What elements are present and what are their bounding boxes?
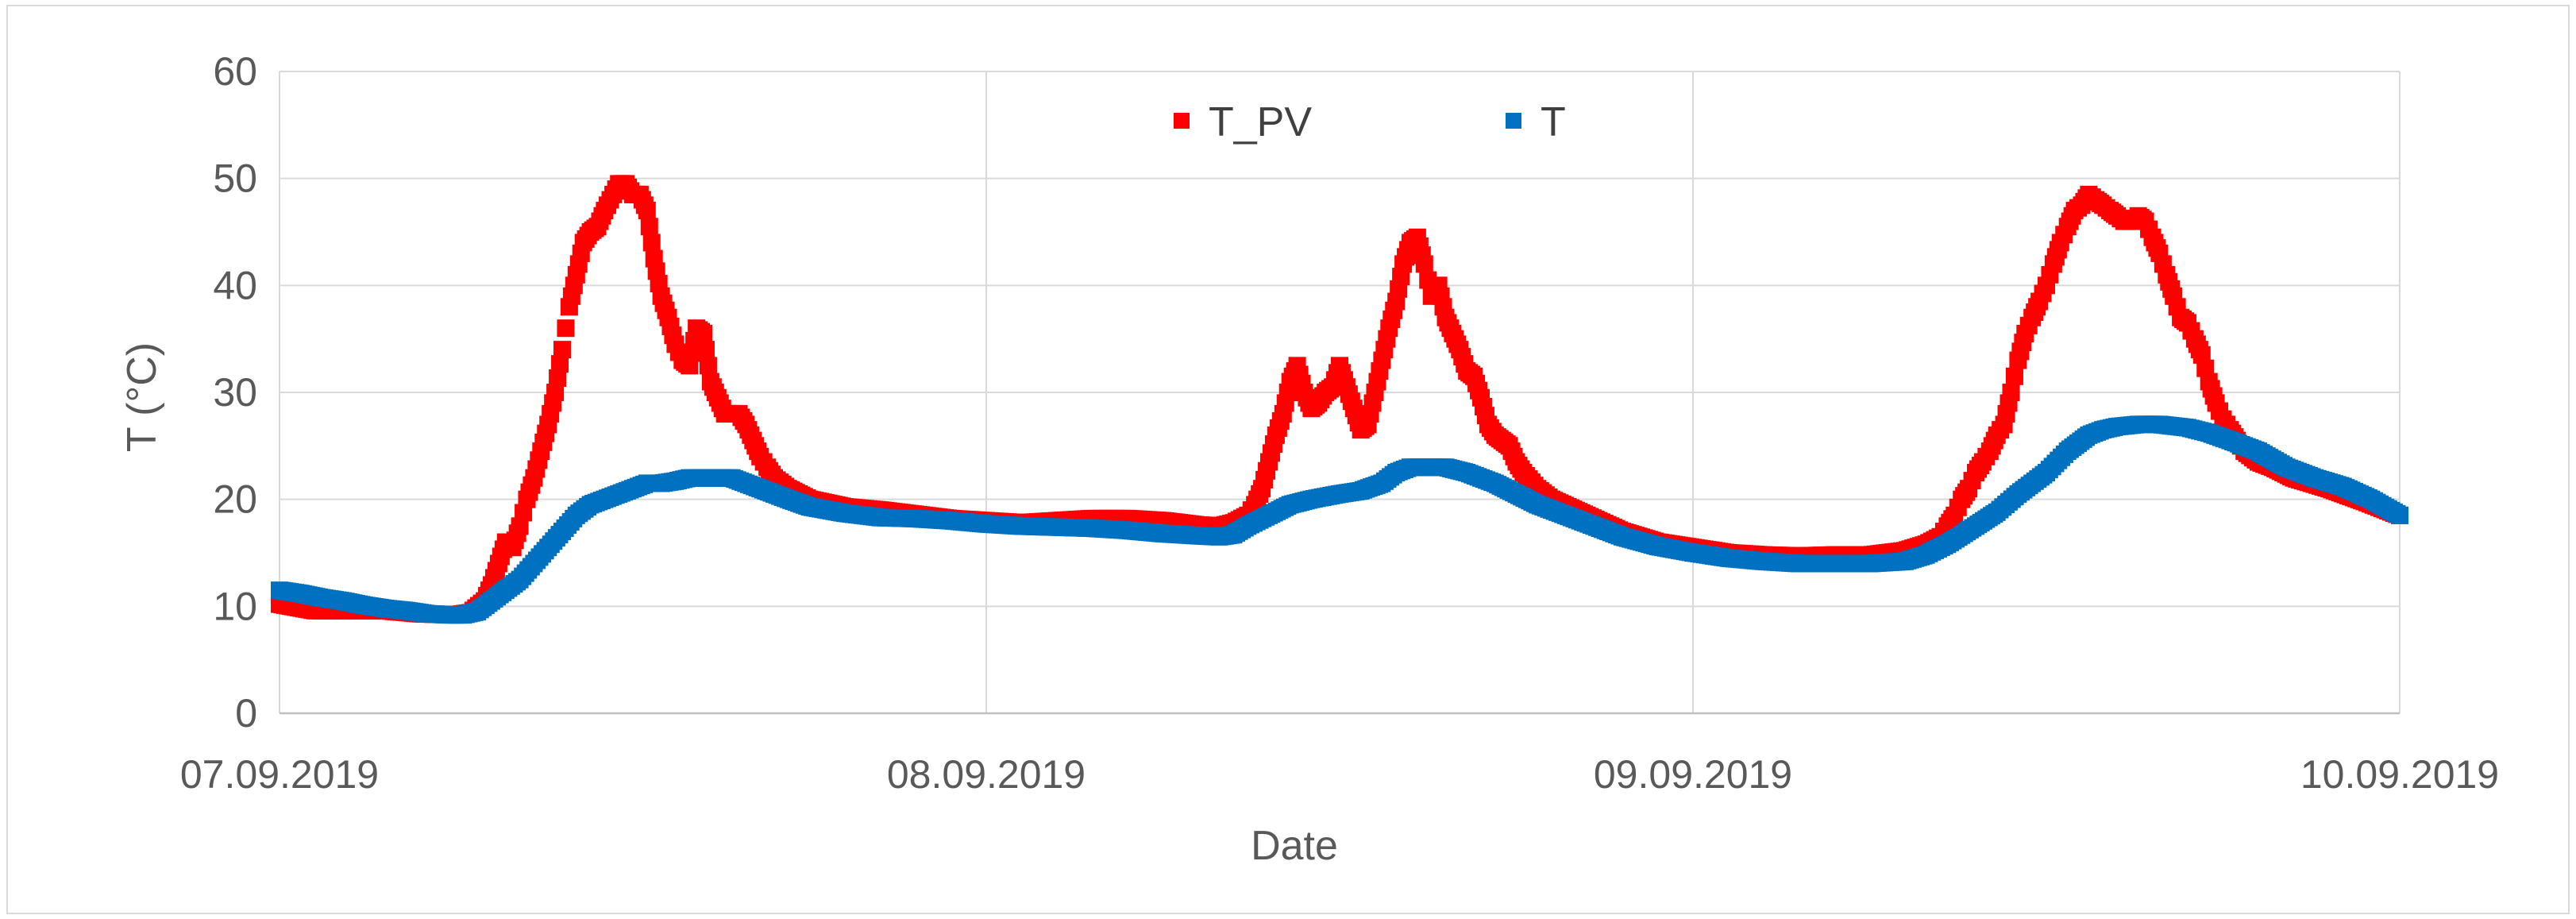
point-t-759 (2391, 506, 2408, 524)
legend: T_PV T (1174, 99, 1566, 145)
point-t-pv-163 (696, 341, 715, 359)
x-tick-label-1: 08.09.2019 (887, 752, 1086, 797)
point-t-pv-140 (640, 218, 658, 236)
series-t (271, 415, 2408, 624)
point-t-pv-436 (1415, 255, 1433, 273)
legend-label-t: T (1541, 99, 1566, 145)
point-t-pv-88 (511, 517, 529, 535)
point-t-pv-102 (546, 384, 565, 401)
x-tick-label-2: 09.09.2019 (1594, 752, 1792, 797)
legend-label-t-pv: T_PV (1209, 99, 1312, 145)
point-t-pv-141 (642, 234, 661, 252)
point-t-pv-104 (551, 355, 569, 373)
point-t-pv-106 (557, 319, 575, 338)
point-t-pv-717 (2192, 346, 2211, 364)
series-t-pv (271, 175, 2408, 624)
point-t-pv-650 (2002, 384, 2020, 401)
y-tick-label-0: 0 (235, 691, 257, 736)
y-tick-label-3: 30 (213, 370, 257, 415)
point-t-pv-103 (549, 369, 567, 388)
y-axis-title: T (°C) (119, 342, 165, 452)
point-t-pv-651 (2005, 367, 2023, 385)
x-tick-label-3: 10.09.2019 (2300, 752, 2499, 797)
point-t-pv-164 (699, 357, 717, 375)
point-t-pv-718 (2196, 359, 2215, 377)
legend-marker-t-pv (1174, 113, 1190, 129)
legend-marker-t (1506, 113, 1521, 129)
y-tick-label-6: 60 (213, 49, 257, 94)
y-tick-label-4: 40 (213, 263, 257, 307)
axes: 0 10 20 30 40 50 60 07.09.2019 08.09.2019 09.09.2… (180, 49, 2499, 797)
y-tick-label-5: 50 (213, 156, 257, 201)
x-tick-label-0: 07.09.2019 (180, 752, 379, 797)
series-layer (271, 175, 2408, 624)
point-t-pv-89 (515, 504, 533, 522)
point-t-pv-105 (553, 341, 571, 359)
y-tick-label-2: 20 (213, 477, 257, 522)
point-t-pv-139 (638, 202, 656, 220)
point-t-pv-162 (695, 324, 712, 342)
y-tick-label-1: 10 (213, 584, 257, 628)
chart-container (6, 5, 2570, 914)
x-axis-title: Date (1251, 823, 1338, 869)
